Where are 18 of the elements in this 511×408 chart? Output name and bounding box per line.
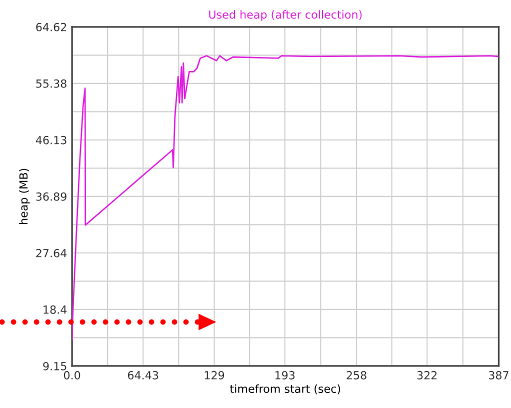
x-tick-label: 129: [204, 371, 224, 380]
y-tick-label: 64.62: [36, 22, 66, 32]
y-tick-label: 18.4: [44, 305, 67, 314]
line-series: [72, 55, 498, 341]
y-axis-title: heap (MB): [19, 168, 30, 224]
y-tick-label: 46.13: [36, 136, 66, 144]
x-tick-label: 258: [346, 371, 366, 380]
x-tick-label: 193: [275, 371, 295, 380]
x-axis-title: timefrom start (sec): [230, 384, 340, 394]
x-tick-label: 0.0: [64, 371, 80, 380]
chart-title: Used heap (after collection): [209, 10, 362, 21]
x-tick-label: 322: [417, 371, 437, 380]
y-tick-label: 27.64: [36, 248, 67, 258]
x-tick-label: 64.43: [128, 371, 158, 380]
y-tick-label: 9.15: [43, 362, 66, 370]
y-tick-label: 55.38: [36, 79, 66, 88]
y-tick-label: 36.89: [36, 192, 66, 201]
x-tick-label: 387: [488, 371, 508, 380]
